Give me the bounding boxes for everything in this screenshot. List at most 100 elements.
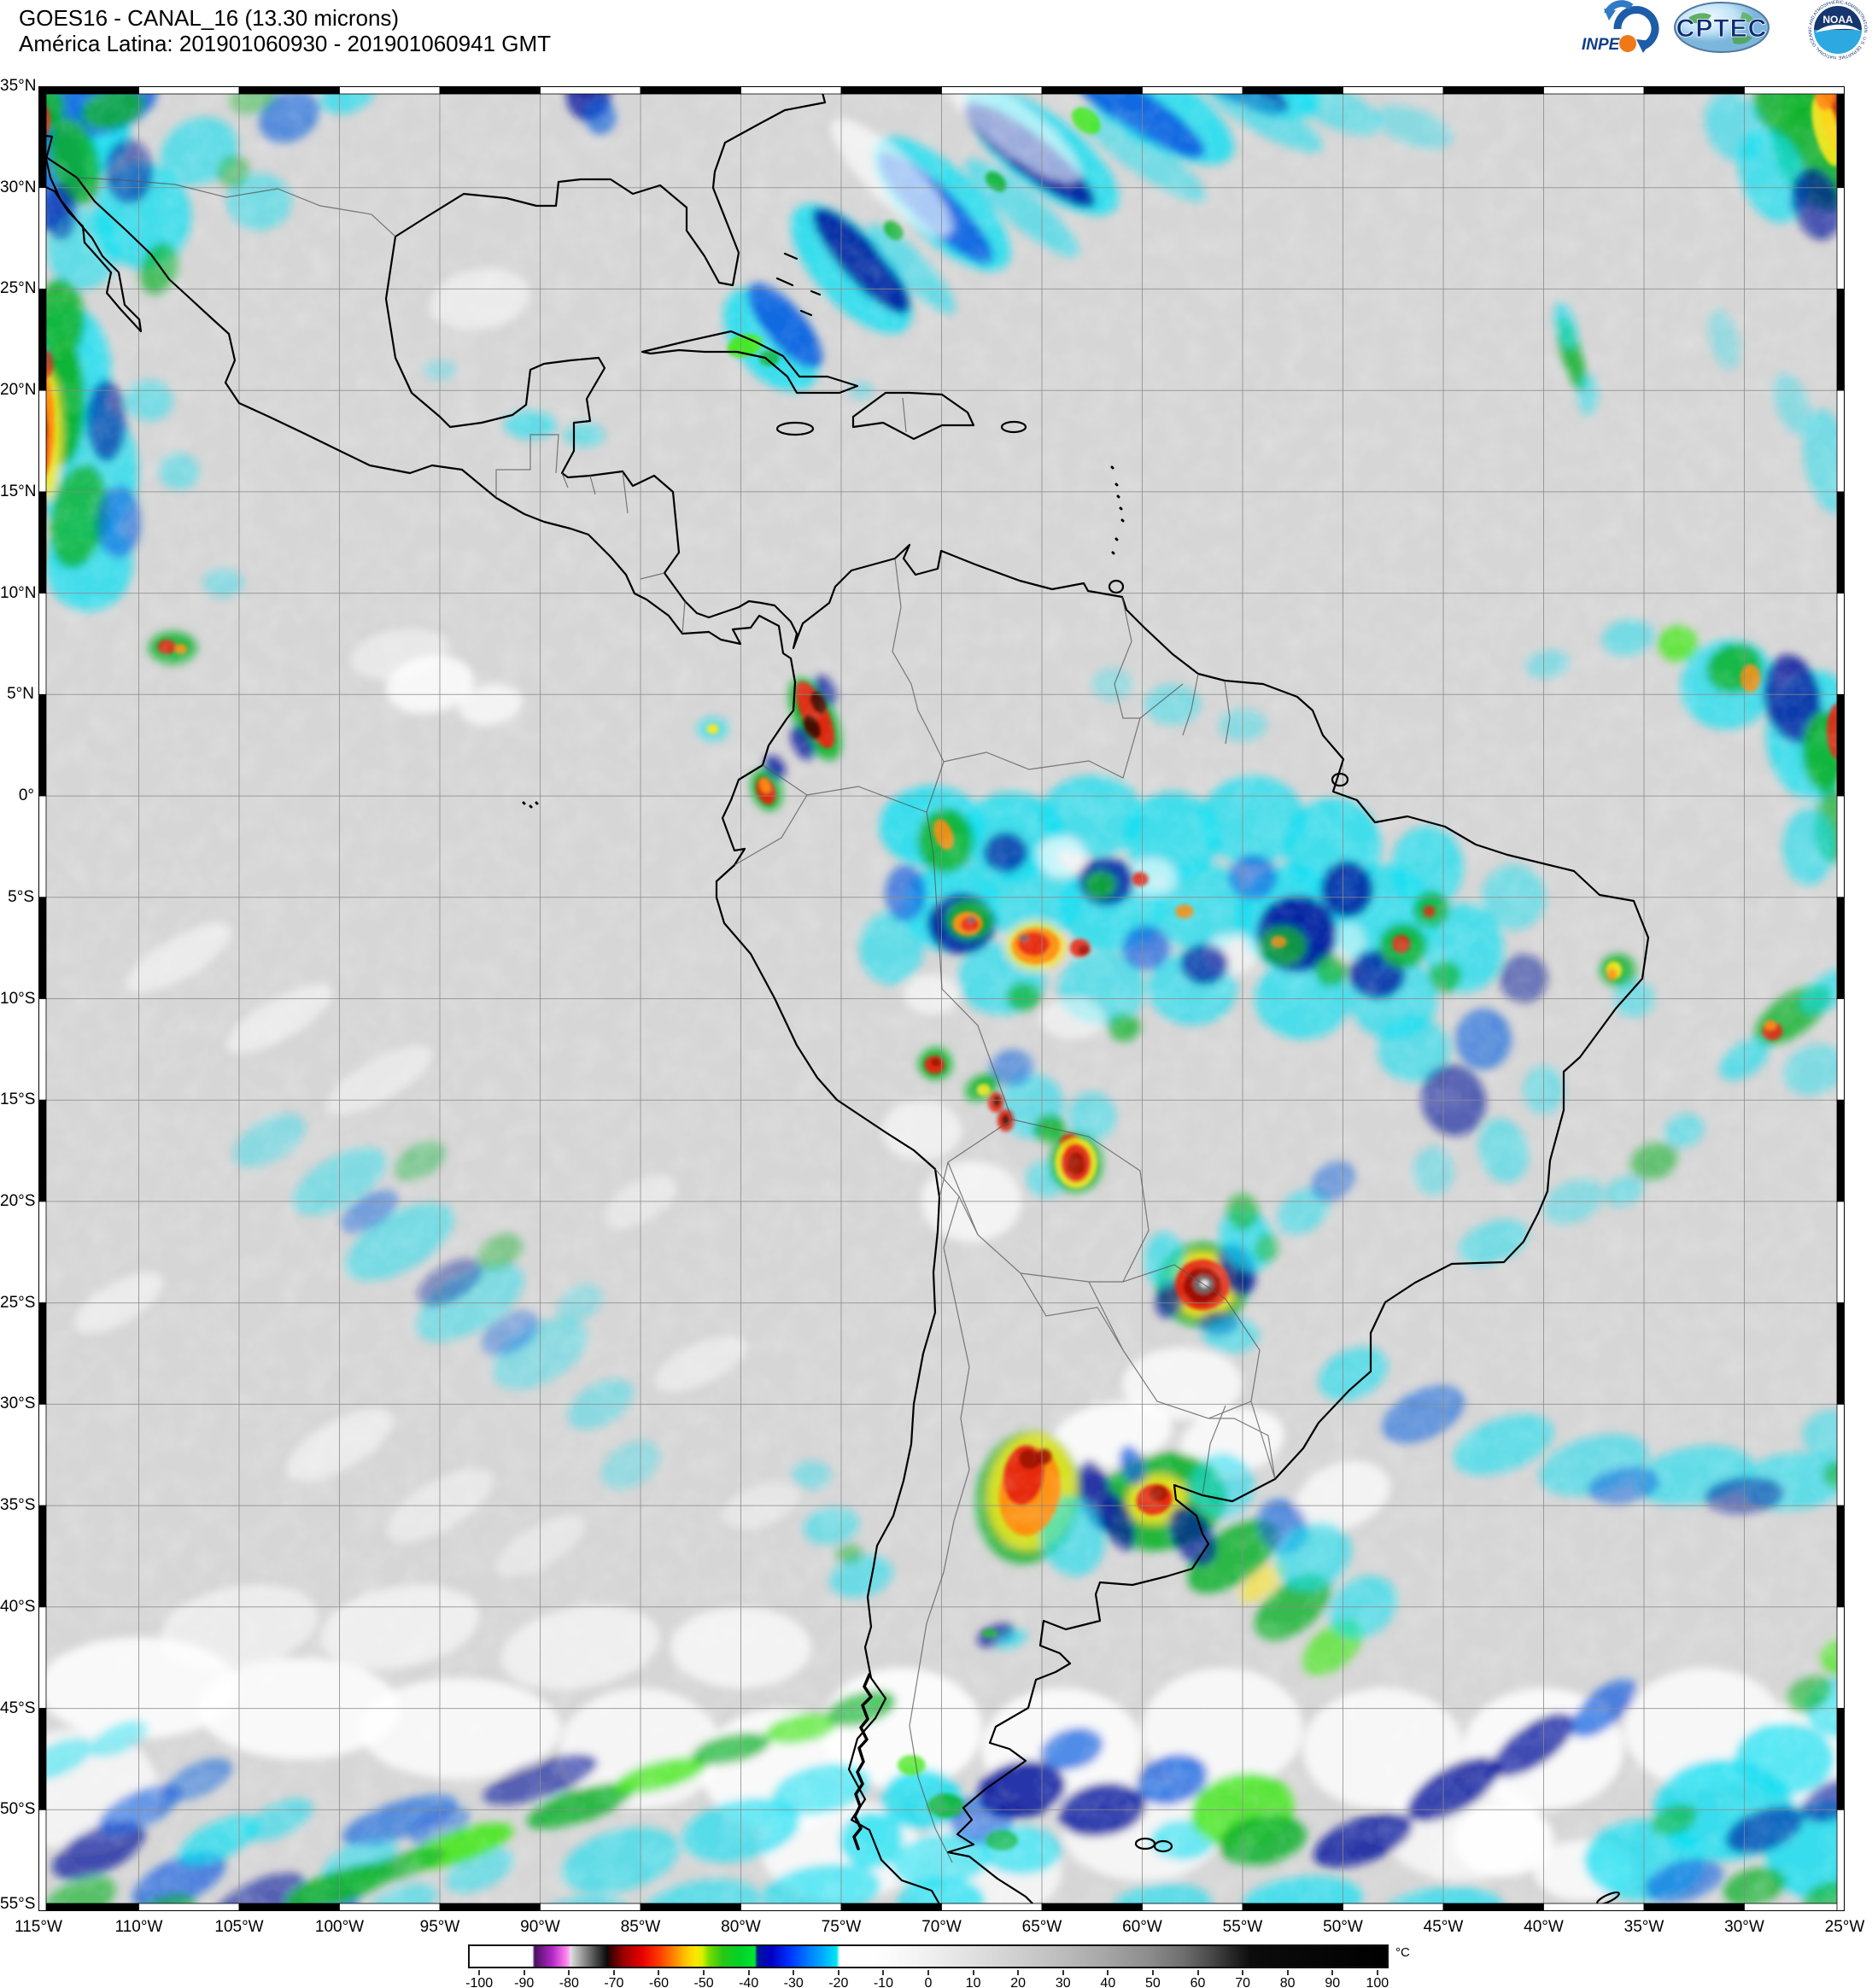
inpe-arrowhead2 xyxy=(1604,9,1616,20)
frame-segment xyxy=(840,86,942,95)
lon-label: 50°W xyxy=(1323,1918,1363,1936)
frame-segment xyxy=(1836,491,1845,594)
lat-label: 10°N xyxy=(0,583,37,602)
lat-label: 30°N xyxy=(0,178,37,196)
coast-cuba xyxy=(641,330,859,395)
colorbar-tick xyxy=(1331,1970,1334,1975)
colorbar-tick-label: 70 xyxy=(1235,1976,1250,1988)
frame-segment xyxy=(1343,86,1444,95)
colorbar-tick xyxy=(1242,1970,1244,1975)
colorbar-tick-label: 0 xyxy=(924,1976,933,1988)
frame-segment xyxy=(941,1903,1043,1911)
cptec-land2 xyxy=(1732,35,1752,44)
lon-label: 45°W xyxy=(1423,1918,1464,1936)
lat-label: 15°S xyxy=(0,1090,36,1109)
colorbar-tick-label: -20 xyxy=(828,1976,849,1988)
frame-segment xyxy=(1836,1606,1845,1709)
coast-baja xyxy=(38,133,143,333)
frame-segment xyxy=(38,693,47,797)
colorbar-tick-label: -40 xyxy=(739,1976,759,1988)
colorbar-tick xyxy=(927,1970,929,1975)
lon-label: 100°W xyxy=(314,1918,365,1936)
frame-segment xyxy=(1041,86,1143,95)
frame-segment xyxy=(1442,1903,1544,1911)
lat-label: 20°N xyxy=(0,381,37,400)
lat-label: 5°N xyxy=(7,685,34,704)
frame-segment xyxy=(640,86,741,95)
lat-label: 45°S xyxy=(0,1699,36,1717)
frame-segment xyxy=(138,1903,240,1911)
lat-label: 50°S xyxy=(0,1800,36,1819)
frame-segment xyxy=(941,86,1043,95)
frame-segment xyxy=(1442,86,1544,95)
colorbar-tick xyxy=(747,1970,750,1975)
frame-segment xyxy=(238,86,340,95)
coast-mainland xyxy=(38,86,1650,1911)
lon-label: 90°W xyxy=(520,1918,560,1936)
frame-segment xyxy=(1836,1099,1845,1202)
frame-segment xyxy=(38,1302,47,1405)
map-canvas xyxy=(38,86,1845,1911)
colorbar-tick-label: 90 xyxy=(1325,1976,1341,1988)
colorbar-tick xyxy=(1286,1970,1289,1975)
frame-segment xyxy=(1836,693,1845,797)
lon-label: 95°W xyxy=(419,1918,460,1936)
lon-label: 35°W xyxy=(1623,1918,1664,1936)
frame-segment xyxy=(38,1505,47,1608)
lon-label: 80°W xyxy=(721,1918,761,1936)
lat-label: 25°N xyxy=(0,279,37,298)
frame-segment xyxy=(840,1903,942,1911)
lat-label: 20°S xyxy=(0,1191,36,1210)
lon-label: 115°W xyxy=(15,1918,62,1936)
colorbar-tick xyxy=(972,1970,974,1975)
colorbar-tick-label: -80 xyxy=(559,1976,579,1988)
lat-label: 40°S xyxy=(0,1597,36,1616)
lat-label: 5°S xyxy=(8,887,34,906)
frame-segment xyxy=(640,1903,741,1911)
lat-label: 25°S xyxy=(0,1293,36,1312)
inpe-orange-ball xyxy=(1619,35,1636,52)
colorbar-tick-label: -70 xyxy=(604,1976,624,1988)
coast-trinidad xyxy=(1108,579,1125,594)
noaa-sea xyxy=(1814,30,1862,54)
frame-segment xyxy=(540,1903,641,1911)
map-frame xyxy=(38,86,1845,1911)
frame-segment xyxy=(1836,1505,1845,1608)
lon-label: 55°W xyxy=(1222,1918,1263,1936)
frame-segment xyxy=(339,1903,441,1911)
inpe-logo: INPE xyxy=(1582,0,1659,54)
noaa-logo-text: NOAA xyxy=(1822,14,1853,26)
frame-segment xyxy=(1041,1903,1143,1911)
cptec-land xyxy=(1688,13,1711,24)
frame-segment xyxy=(1142,1903,1243,1911)
frame-segment xyxy=(1836,1201,1845,1304)
frame-segment xyxy=(540,86,641,95)
inpe-logo-text: INPE xyxy=(1582,36,1621,54)
lon-label: 40°W xyxy=(1524,1918,1564,1936)
frame-segment xyxy=(439,86,541,95)
colorbar-tick-label: 50 xyxy=(1145,1976,1161,1988)
lon-label: 60°W xyxy=(1122,1918,1162,1936)
colorbar-tick xyxy=(1376,1970,1378,1975)
lat-label: 15°N xyxy=(0,482,37,500)
colorbar-tick xyxy=(882,1970,885,1975)
frame-segment xyxy=(1836,998,1845,1101)
colorbar-unit-label: °C xyxy=(1395,1945,1410,1960)
frame-segment xyxy=(1242,86,1343,95)
frame-segment xyxy=(38,289,47,391)
colorbar-tick xyxy=(837,1970,839,1975)
frame-segment xyxy=(1836,1809,1845,1911)
lat-label: 10°S xyxy=(0,989,36,1008)
colorbar-tick xyxy=(568,1970,570,1975)
frame-segment xyxy=(1836,1708,1845,1810)
coast-hispaniola xyxy=(851,391,975,441)
page-subtitle: América Latina: 201901060930 - 201901060… xyxy=(19,31,551,56)
colorbar-tick xyxy=(658,1970,660,1975)
frame-segment xyxy=(38,897,47,999)
colorbar-tick-label: 40 xyxy=(1100,1976,1116,1988)
frame-segment xyxy=(38,1099,47,1202)
inpe-arrowhead xyxy=(1636,39,1652,53)
colorbar-tick-label: 30 xyxy=(1055,1976,1071,1988)
coast-jamaica xyxy=(775,421,815,436)
colorbar-tick xyxy=(1017,1970,1020,1975)
